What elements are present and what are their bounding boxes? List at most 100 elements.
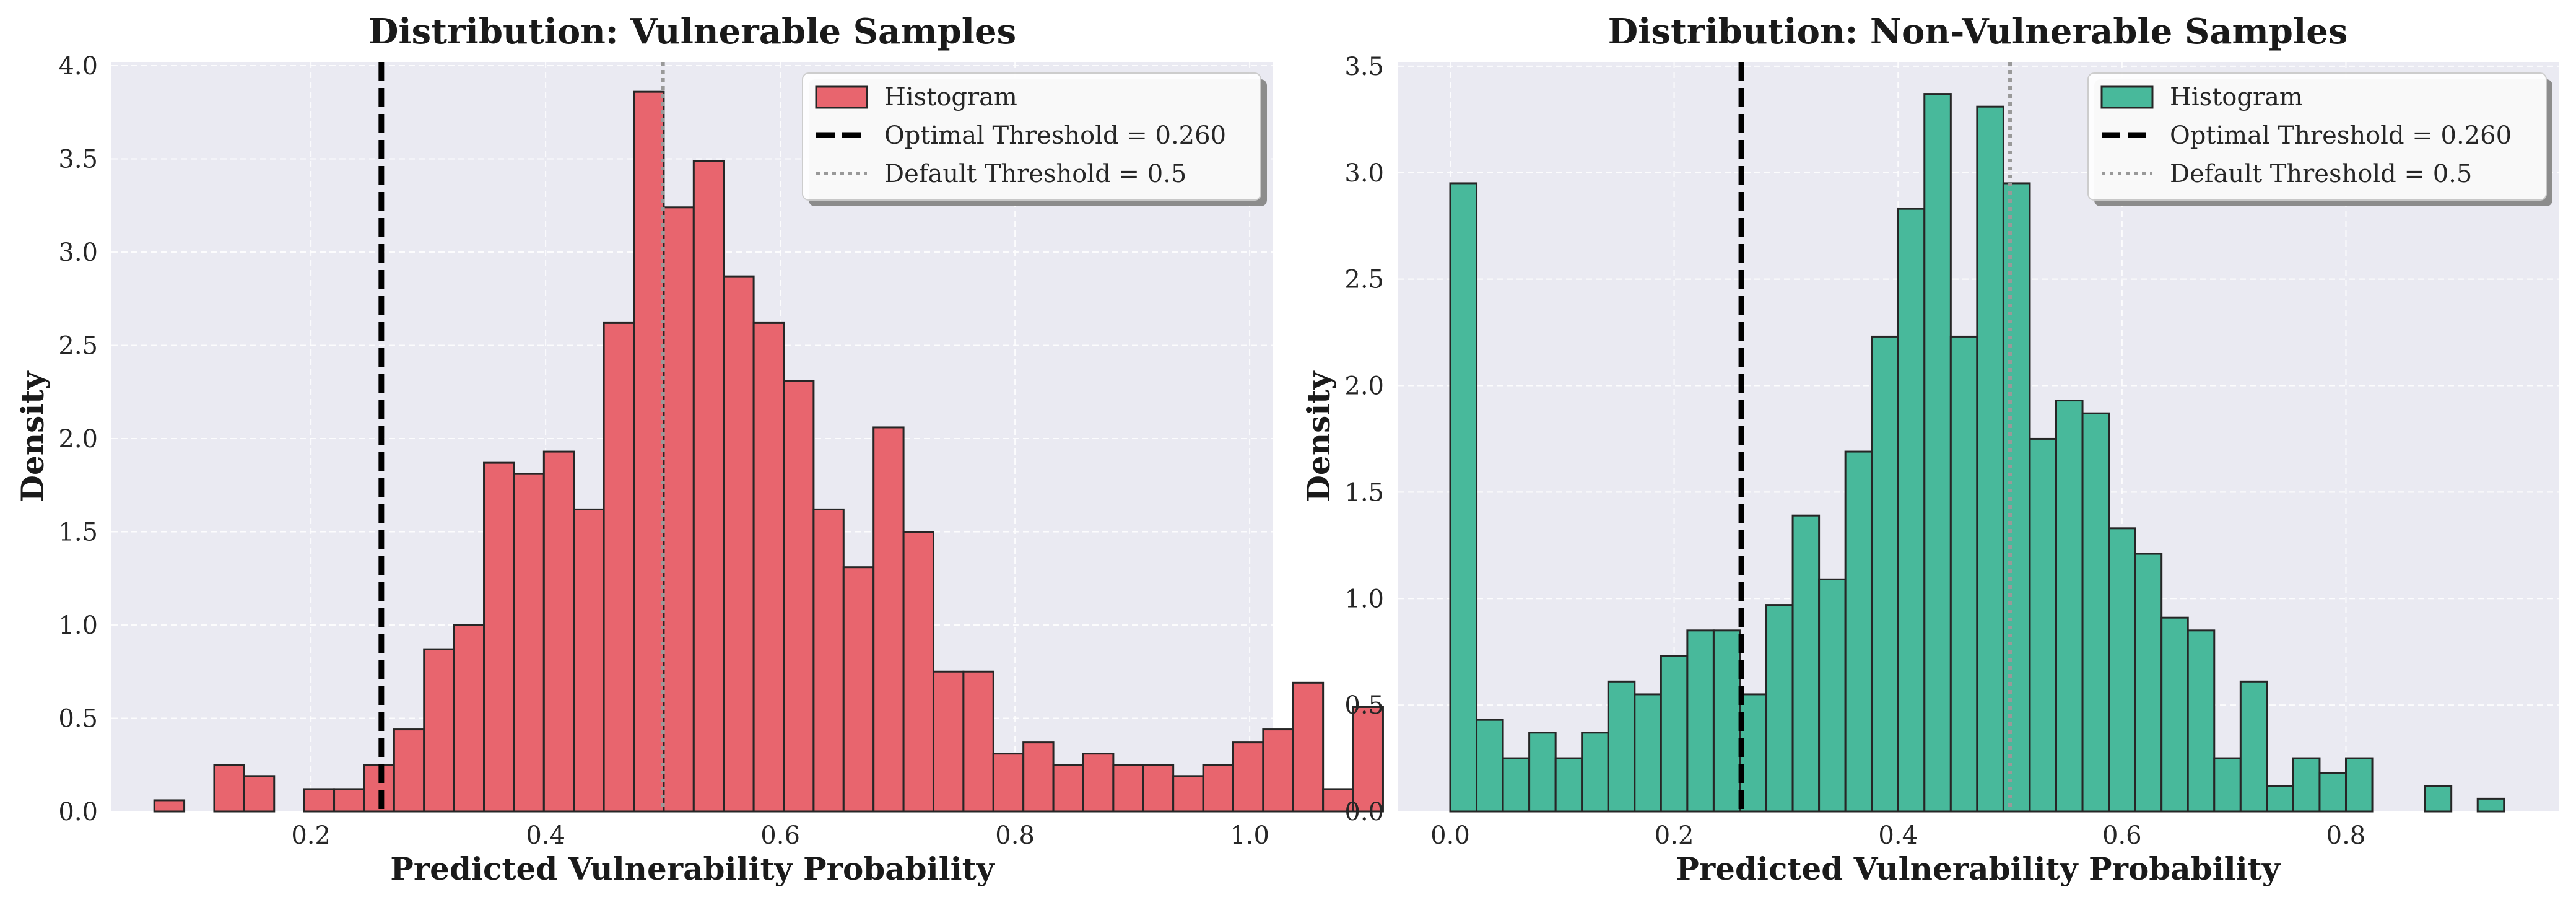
y-tick-label: 2.5	[1344, 266, 1384, 294]
histogram-bar	[783, 380, 815, 813]
histogram-bar	[1112, 764, 1144, 813]
legend: Histogram Optimal Threshold = 0.260 Defaul…	[2087, 72, 2547, 201]
histogram-bar	[2029, 437, 2058, 813]
y-tick-label: 3.0	[58, 238, 98, 267]
x-tick-label: 0.2	[1655, 821, 1694, 850]
x-tick-label: 0.8	[2326, 821, 2366, 850]
histogram-bar	[1791, 514, 1821, 813]
histogram-bar	[1765, 604, 1794, 813]
y-tick-label: 3.5	[58, 146, 98, 174]
histogram-bar	[2239, 680, 2268, 813]
histogram-bar	[663, 206, 695, 813]
histogram-bar	[1660, 655, 1689, 813]
x-tick-label: 0.6	[2102, 821, 2142, 850]
y-tick-label: 3.5	[1344, 53, 1384, 81]
histogram-bar	[1352, 706, 1384, 813]
histogram-bar	[1052, 764, 1084, 813]
y-tick-label: 1.5	[58, 518, 98, 547]
y-tick-label: 1.5	[1344, 478, 1384, 507]
histogram-bar	[1976, 105, 2004, 813]
histogram-bar	[2134, 553, 2163, 813]
x-tick-label: 1.0	[1230, 821, 1269, 850]
histogram-bar	[872, 426, 905, 813]
legend-histogram-swatch	[2100, 85, 2154, 109]
histogram-bar	[333, 788, 365, 813]
chart-panel-2: 0.0 0.5 1.0 1.5 2.0 2.5 3.0 3.5 0.0 0.2 0.4 0.6 0.8 D…	[1300, 11, 2559, 887]
histogram-bar	[1686, 629, 1715, 813]
legend-histogram-swatch	[815, 85, 868, 109]
y-tick-label: 0.5	[58, 705, 98, 733]
chart-title: Distribution: Vulnerable Samples	[368, 11, 1016, 52]
y-tick-label: 0.0	[1344, 798, 1384, 826]
histogram-bar	[1607, 680, 1636, 813]
histogram-bar	[1554, 757, 1583, 813]
histogram-bar	[1949, 335, 1978, 813]
histogram-bar	[723, 275, 755, 813]
histogram-bar	[483, 461, 515, 813]
histogram-bar	[1262, 728, 1294, 813]
histogram-bar	[2055, 400, 2084, 813]
histogram-bar	[1232, 741, 1264, 813]
y-tick-label: 2.0	[1344, 372, 1384, 401]
histogram-bar	[243, 775, 276, 813]
histogram-bar	[1449, 182, 1478, 813]
x-tick-label: 0.6	[760, 821, 800, 850]
histogram-bar	[1292, 681, 1325, 813]
y-tick-label: 3.0	[1344, 159, 1384, 188]
histogram-bar	[393, 728, 425, 813]
y-tick-label: 2.0	[58, 425, 98, 453]
histogram-bar	[962, 670, 994, 813]
histogram-bar	[812, 508, 845, 813]
x-axis-label: Predicted Vulnerability Probability	[390, 850, 995, 887]
y-tick-label: 2.5	[58, 332, 98, 361]
y-tick-label: 0.0	[58, 798, 98, 826]
histogram-bar	[2292, 757, 2321, 813]
chart-panel-1: 0.0 0.5 1.0 1.5 2.0 2.5 3.0 3.5 4.0 0.2 0.4 0.6 0.8 1…	[14, 11, 1384, 887]
y-tick-label: 1.0	[1344, 585, 1384, 613]
histogram-bar	[2108, 527, 2136, 813]
histogram-bar	[2213, 757, 2242, 813]
histogram-bar	[153, 799, 186, 813]
histogram-bar	[1897, 208, 1926, 813]
histogram-bar	[633, 90, 665, 813]
histogram-bar	[2002, 182, 2031, 813]
histogram-bar	[1871, 335, 1899, 813]
legend-label: Default Threshold = 0.5	[2170, 160, 2472, 188]
histogram-bar	[573, 508, 605, 813]
histogram-bar	[213, 764, 245, 813]
histogram-bar	[842, 566, 875, 813]
histogram-bar	[2266, 785, 2294, 813]
histogram-bar	[423, 648, 455, 813]
histogram-bar	[1844, 450, 1873, 813]
histogram-bar	[603, 321, 635, 813]
histogram-bar	[2187, 629, 2216, 813]
histogram-bar	[2081, 412, 2110, 813]
histogram-bar	[692, 160, 725, 813]
legend-box	[802, 72, 1261, 201]
histogram-bar	[1528, 732, 1557, 813]
histogram-bar	[1022, 741, 1055, 813]
histogram-bar	[303, 788, 336, 813]
x-axis-label: Predicted Vulnerability Probability	[1676, 850, 2281, 887]
histogram-bar	[932, 670, 965, 813]
histogram-bar	[2160, 616, 2189, 813]
histogram-bar	[1082, 753, 1115, 813]
y-axis-label: Density	[1300, 370, 1337, 502]
legend-label: Histogram	[2170, 83, 2303, 111]
histogram-bar	[1476, 719, 1504, 813]
histogram-bar	[1712, 629, 1741, 813]
y-tick-label: 0.5	[1344, 691, 1384, 720]
histogram-bar	[1818, 578, 1847, 813]
histogram-bar	[2424, 785, 2453, 813]
legend-label: Histogram	[884, 83, 1017, 111]
x-tick-label: 0.2	[291, 821, 331, 850]
histogram-bar	[2318, 772, 2347, 813]
y-tick-label: 1.0	[58, 611, 98, 640]
histogram-bar	[1502, 757, 1531, 813]
x-tick-label: 0.0	[1430, 821, 1470, 850]
x-tick-label: 0.4	[526, 821, 565, 850]
legend-label: Optimal Threshold = 0.260	[2170, 121, 2512, 150]
chart-title: Distribution: Non-Vulnerable Samples	[1608, 11, 2348, 52]
histogram-bar	[1202, 764, 1234, 813]
